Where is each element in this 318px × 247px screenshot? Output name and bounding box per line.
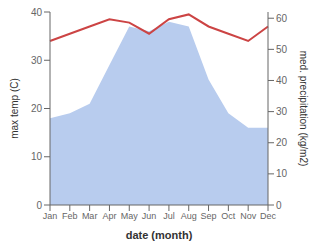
svg-text:Jun: Jun: [142, 211, 157, 221]
svg-text:med. precipitation (kg/m2): med. precipitation (kg/m2): [298, 51, 309, 167]
svg-text:10: 10: [276, 168, 288, 179]
svg-text:0: 0: [36, 200, 42, 211]
svg-text:0: 0: [276, 200, 282, 211]
svg-text:Oct: Oct: [221, 211, 236, 221]
svg-text:Mar: Mar: [82, 211, 98, 221]
svg-text:Jan: Jan: [43, 211, 58, 221]
svg-text:Jul: Jul: [163, 211, 175, 221]
svg-text:60: 60: [276, 13, 288, 24]
svg-text:Apr: Apr: [102, 211, 116, 221]
svg-text:50: 50: [276, 44, 288, 55]
svg-text:date (month): date (month): [126, 229, 193, 241]
svg-text:Sep: Sep: [201, 211, 217, 221]
svg-text:30: 30: [276, 106, 288, 117]
svg-text:max temp (C): max temp (C): [9, 78, 20, 139]
svg-text:Feb: Feb: [62, 211, 78, 221]
svg-text:May: May: [121, 211, 139, 221]
svg-text:20: 20: [276, 137, 288, 148]
svg-text:Nov: Nov: [240, 211, 257, 221]
svg-text:40: 40: [31, 7, 43, 18]
svg-text:40: 40: [276, 75, 288, 86]
svg-text:10: 10: [31, 151, 43, 162]
svg-text:Aug: Aug: [181, 211, 197, 221]
svg-text:Dec: Dec: [260, 211, 277, 221]
svg-text:30: 30: [31, 55, 43, 66]
svg-text:20: 20: [31, 103, 43, 114]
